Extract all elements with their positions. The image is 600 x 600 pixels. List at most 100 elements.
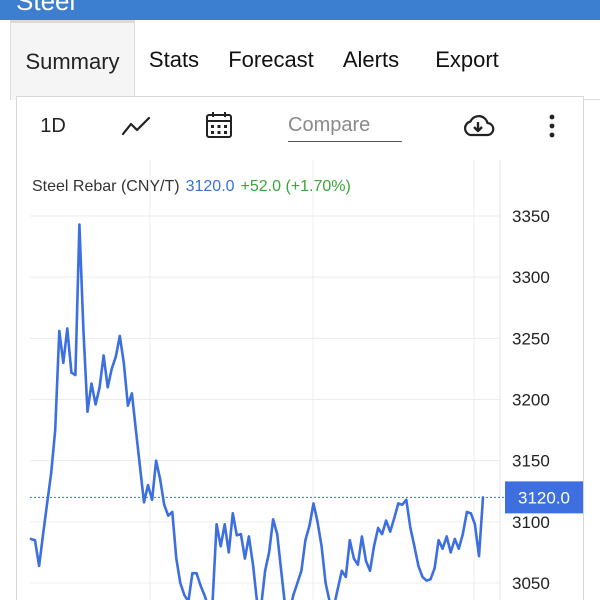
calendar-icon[interactable] [200,106,238,144]
data-point [397,502,400,505]
price-series-line [29,223,485,600]
data-point [191,572,194,575]
data-point [324,581,327,585]
data-point [433,567,436,570]
data-point [171,510,174,514]
data-point [413,545,416,548]
y-tick-label: 3200 [512,391,550,410]
data-point [163,503,166,506]
data-point [296,581,299,585]
y-tick-label: 3050 [512,574,550,593]
data-point [106,386,109,389]
y-tick-label: 3100 [512,513,550,532]
price-change: +52.0 (+1.70%) [240,178,351,195]
data-point [215,523,218,526]
data-point [78,223,81,226]
data-point [344,575,347,579]
data-point [312,502,315,505]
tab-stats[interactable]: Stats [148,47,200,72]
data-point [304,539,307,542]
data-point [320,545,323,548]
y-tick-label: 3300 [512,268,550,287]
tab-bar: Summary Stats Forecast Alerts Export [0,20,600,100]
data-point [477,554,481,558]
data-point [235,534,238,537]
data-point [352,557,356,560]
data-point [405,498,408,501]
data-point [340,569,343,572]
data-point [445,535,448,538]
data-point [316,520,319,523]
data-point [130,392,134,395]
data-point [203,594,206,597]
line-chart-icon[interactable] [118,108,154,144]
data-point [292,594,295,597]
y-tick-label: 3350 [512,207,550,226]
data-point [481,496,485,499]
data-point [417,564,420,568]
tab-forecast[interactable]: Forecast [228,47,314,72]
price-chart[interactable]: 3350 3300 3250 3200 3150 3100 3050 3120.0 [17,155,584,600]
data-point [167,514,170,517]
data-point [41,532,45,536]
data-point [263,569,267,572]
data-point [393,517,396,520]
data-point [158,477,162,481]
data-point [231,512,234,515]
data-point [199,584,202,587]
data-point [300,569,303,572]
tab-export[interactable]: Export [435,47,499,72]
data-point [437,539,440,542]
data-point [267,551,271,554]
data-point [223,523,226,526]
data-point [146,483,150,487]
data-point [409,526,412,530]
data-point [276,532,279,536]
data-point [356,563,360,566]
data-point [66,327,69,330]
app-title: Steel [16,0,76,16]
data-point [389,530,392,533]
data-point [372,545,376,548]
data-point [308,524,311,527]
data-point [219,545,222,548]
y-tick-label: 3150 [512,452,550,471]
data-point [58,329,61,333]
data-point [457,547,460,550]
cloud-download-icon[interactable] [458,108,498,144]
range-selector-button[interactable]: 1D [40,114,66,137]
chart-panel [16,96,584,600]
data-point [150,498,154,501]
data-point [138,465,142,468]
data-point [227,551,230,554]
compare-input[interactable] [288,110,402,142]
data-point [183,594,186,597]
data-point [271,518,275,521]
data-point [122,361,126,364]
data-point [45,502,49,505]
data-point [33,539,37,542]
data-point [154,459,158,462]
data-point [239,532,243,536]
data-point [449,551,452,554]
data-point [114,355,118,358]
more-vertical-icon[interactable] [538,108,566,144]
data-point [50,471,53,475]
data-point [70,371,73,374]
data-point [62,361,65,364]
y-tick-label: 3250 [512,329,550,348]
data-point [98,386,101,389]
tab-summary[interactable]: Summary [10,20,135,100]
data-point [179,581,182,585]
last-price-tag-label: 3120.0 [518,488,570,507]
data-point [251,563,255,566]
data-point [401,503,404,506]
data-point [376,526,380,530]
data-point [126,404,130,407]
tab-alerts[interactable]: Alerts [342,47,400,72]
data-point [110,367,113,371]
data-point [134,428,138,432]
data-point [348,539,351,542]
data-point [74,373,77,377]
data-point [247,535,251,538]
